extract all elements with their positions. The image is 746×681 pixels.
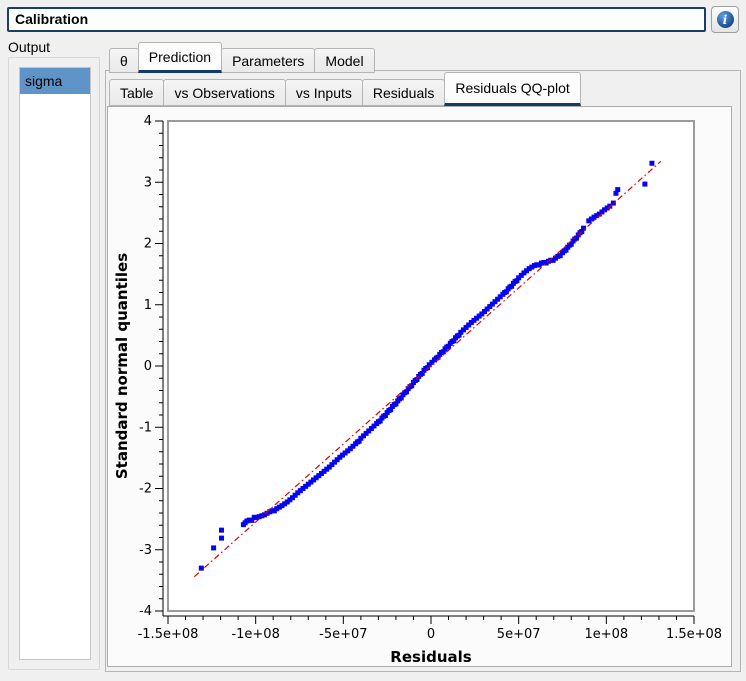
svg-text:-1: -1 bbox=[139, 420, 152, 435]
svg-text:-1.5e+08: -1.5e+08 bbox=[138, 627, 199, 642]
qq-plot-widget: -4 -3 -2 -1 0 1 2 3 4 -1.5e+08 -1e+08 -5e+07 0 5e+07 1… bbox=[107, 106, 732, 667]
inner-tab-bar: Table vs Observations vs Inputs Residual… bbox=[109, 72, 581, 106]
svg-text:-2: -2 bbox=[139, 482, 152, 497]
qq-plot-canvas: -4 -3 -2 -1 0 1 2 3 4 -1.5e+08 -1e+08 -5e+07 0 5e+07 1… bbox=[113, 114, 722, 666]
tab-theta[interactable]: θ bbox=[109, 48, 139, 73]
svg-text:-4: -4 bbox=[139, 604, 152, 619]
output-panel-frame bbox=[8, 57, 100, 670]
output-list[interactable]: sigma bbox=[19, 67, 91, 660]
svg-text:-1e+08: -1e+08 bbox=[231, 627, 279, 642]
svg-text:-3: -3 bbox=[139, 543, 152, 558]
tab-residuals-qq-plot[interactable]: Residuals QQ-plot bbox=[444, 72, 581, 106]
list-item-sigma[interactable]: sigma bbox=[20, 68, 90, 94]
calibration-title-field[interactable]: Calibration bbox=[7, 7, 706, 32]
svg-text:3: 3 bbox=[144, 175, 152, 190]
tab-model[interactable]: Model bbox=[314, 48, 375, 73]
tab-residuals[interactable]: Residuals bbox=[361, 79, 446, 106]
svg-text:1.5e+08: 1.5e+08 bbox=[666, 627, 722, 642]
y-axis-title: Standard normal quantiles bbox=[113, 253, 131, 479]
info-button[interactable]: i bbox=[711, 6, 739, 33]
tab-vs-observations[interactable]: vs Observations bbox=[163, 79, 286, 106]
outer-tab-bar: θ Prediction Parameters Model bbox=[109, 42, 375, 73]
svg-text:0: 0 bbox=[144, 359, 152, 374]
svg-text:0: 0 bbox=[427, 627, 435, 642]
tab-prediction[interactable]: Prediction bbox=[137, 42, 223, 73]
tab-table[interactable]: Table bbox=[109, 79, 165, 106]
reference-line bbox=[193, 160, 662, 578]
info-icon: i bbox=[716, 11, 734, 28]
svg-text:1: 1 bbox=[144, 298, 152, 313]
svg-text:-5e+07: -5e+07 bbox=[319, 627, 367, 642]
svg-text:5e+07: 5e+07 bbox=[497, 627, 541, 642]
axes: -4 -3 -2 -1 0 1 2 3 4 -1.5e+08 -1e+08 -5e+07 0 5e+07 1… bbox=[138, 114, 722, 642]
svg-text:4: 4 bbox=[144, 114, 152, 129]
tab-vs-inputs[interactable]: vs Inputs bbox=[284, 79, 363, 106]
tab-parameters[interactable]: Parameters bbox=[221, 48, 316, 73]
x-axis-title: Residuals bbox=[390, 648, 471, 666]
output-panel-label: Output bbox=[8, 39, 51, 55]
svg-text:1e+08: 1e+08 bbox=[584, 627, 628, 642]
qq-points bbox=[198, 160, 655, 571]
svg-text:2: 2 bbox=[144, 237, 152, 252]
